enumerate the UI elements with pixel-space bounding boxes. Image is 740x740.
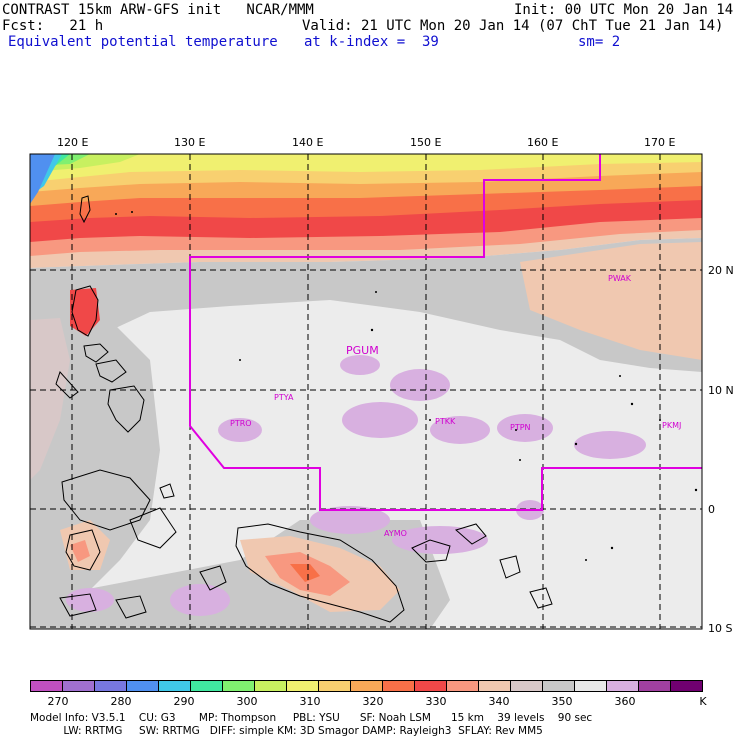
color-scale-label: 280	[110, 695, 132, 708]
color-scale-swatch	[318, 680, 351, 692]
level-index: at k-index = 39	[304, 34, 439, 50]
smoothing: sm= 2	[578, 34, 621, 50]
lat-label: 10 S	[708, 622, 732, 635]
color-scale-swatch	[510, 680, 543, 692]
valid-time: Valid: 21 UTC Mon 20 Jan 14 (07 ChT Tue …	[302, 18, 724, 34]
color-scale-swatch	[94, 680, 127, 692]
color-scale-swatch	[478, 680, 511, 692]
color-scale-label: 340	[488, 695, 510, 708]
lat-label: 20 N	[708, 264, 734, 277]
lon-label: 150 E	[410, 136, 441, 149]
lon-label: 130 E	[174, 136, 205, 149]
color-scale-swatch	[382, 680, 415, 692]
lon-label: 160 E	[527, 136, 558, 149]
forecast-hour: Fcst: 21 h	[2, 18, 104, 34]
color-scale-swatch	[254, 680, 287, 692]
color-scale-swatch	[670, 680, 703, 692]
color-scale-label: 310	[299, 695, 321, 708]
station-label: AYMO	[384, 529, 407, 538]
station-label: PTYA	[274, 393, 294, 402]
station-label: PTKK	[435, 417, 456, 426]
lat-label: 0	[708, 503, 715, 516]
color-scale-label: 350	[551, 695, 573, 708]
color-scale-label: 270	[47, 695, 69, 708]
color-scale-swatch	[286, 680, 319, 692]
lon-label: 170 E	[644, 136, 675, 149]
color-scale-label: 300	[236, 695, 258, 708]
color-scale-swatch	[190, 680, 223, 692]
color-scale-swatch	[414, 680, 447, 692]
color-scale-label: 330	[425, 695, 447, 708]
color-scale-swatch	[62, 680, 95, 692]
color-scale-label: 290	[173, 695, 195, 708]
lon-label: 140 E	[292, 136, 323, 149]
station-label: PGUM	[346, 344, 379, 357]
model-info-line1: Model Info: V3.5.1 CU: G3 MP: Thompson P…	[30, 712, 593, 724]
header-title: CONTRAST 15km ARW-GFS init NCAR/MMM	[2, 2, 314, 18]
color-scale-swatch	[30, 680, 63, 692]
init-time: Init: 00 UTC Mon 20 Jan 14	[514, 2, 734, 18]
theta-e-field	[30, 154, 702, 629]
station-label: PTPN	[510, 423, 531, 432]
color-scale-swatch	[222, 680, 255, 692]
color-scale-swatch	[126, 680, 159, 692]
color-scale-swatch	[350, 680, 383, 692]
color-scale-swatch	[542, 680, 575, 692]
color-scale-swatch	[446, 680, 479, 692]
color-scale-label: 360	[614, 695, 636, 708]
color-scale-unit: K	[699, 695, 707, 708]
station-label: PKMJ	[662, 421, 681, 430]
color-scale-swatch	[606, 680, 639, 692]
lat-label: 10 N	[708, 384, 734, 397]
color-scale-label: 320	[362, 695, 384, 708]
color-scale-swatch	[574, 680, 607, 692]
field-name: Equivalent potential temperature	[8, 34, 278, 50]
color-scale-swatch	[638, 680, 671, 692]
station-label: PTRO	[230, 419, 252, 428]
map-frame	[29, 153, 703, 630]
station-label: PWAK	[608, 274, 632, 283]
lon-label: 120 E	[57, 136, 88, 149]
color-scale-swatch	[158, 680, 191, 692]
model-info-line2: LW: RRTMG SW: RRTMG DIFF: simple KM: 3D …	[30, 725, 543, 737]
